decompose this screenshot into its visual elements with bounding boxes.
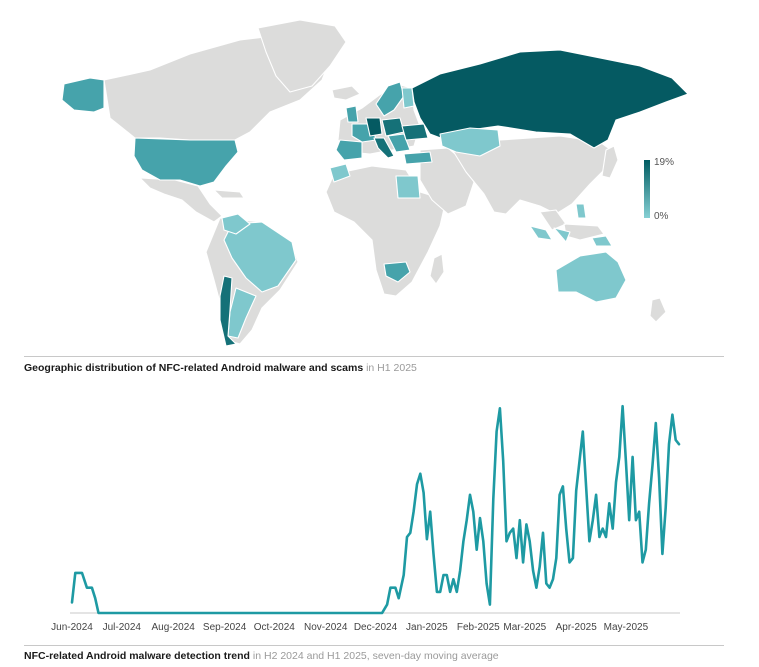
series-line-nfc-detections <box>70 404 681 615</box>
country-italy <box>373 137 395 159</box>
country-madagascar <box>429 253 445 285</box>
country-japan <box>601 145 619 179</box>
x-axis-tick-labels: Jun-2024 Jul-2024 Aug-2024 Sep-2024 Oct-2024… <box>51 622 648 633</box>
country-mexico-central-america <box>139 177 223 223</box>
country-colombia-venezuela <box>221 213 251 235</box>
colorbar-min-label: 0% <box>654 211 669 222</box>
colorbar-max-label: 19% <box>654 157 674 168</box>
colorbar <box>644 160 650 218</box>
x-tick-label-5: Nov-2024 <box>304 622 348 633</box>
trend-caption: NFC-related Android malware detection tr… <box>24 650 724 662</box>
country-usa <box>133 137 239 187</box>
country-kazakhstan <box>439 127 501 157</box>
x-tick-label-10: Apr-2025 <box>556 622 598 633</box>
country-uk <box>345 105 359 123</box>
country-philippines <box>575 203 587 219</box>
trend-caption-rule <box>24 645 724 646</box>
country-balkans <box>387 133 411 153</box>
country-australia <box>555 251 627 303</box>
map-caption-rule <box>24 356 724 357</box>
x-tick-label-4: Oct-2024 <box>254 622 296 633</box>
x-tick-label-2: Aug-2024 <box>152 622 196 633</box>
region-middle-east-base <box>419 147 475 215</box>
x-tick-label-3: Sep-2024 <box>203 622 247 633</box>
world-map: 19% 0% <box>61 19 689 347</box>
map-caption-title: Geographic distribution of NFC-related A… <box>24 362 364 374</box>
x-tick-label-7: Jan-2025 <box>406 622 448 633</box>
trend-line-chart: Jun-2024 Jul-2024 Aug-2024 Sep-2024 Oct-2024… <box>51 404 681 633</box>
trend-caption-title: NFC-related Android malware detection tr… <box>24 650 250 662</box>
country-finland <box>401 87 415 109</box>
country-alaska <box>61 77 105 113</box>
country-greenland <box>257 19 347 93</box>
country-south-africa <box>383 261 411 283</box>
x-tick-label-9: Mar-2025 <box>503 622 546 633</box>
country-new-zealand <box>649 297 667 323</box>
x-tick-label-0: Jun-2024 <box>51 622 93 633</box>
country-caribbean <box>213 189 245 199</box>
country-iceland <box>331 85 361 101</box>
map-caption-period: in H1 2025 <box>366 362 417 374</box>
x-tick-label-11: May-2025 <box>604 622 649 633</box>
x-tick-label-1: Jul-2024 <box>103 622 142 633</box>
country-brazil <box>223 221 297 293</box>
country-turkey <box>403 151 433 165</box>
map-caption: Geographic distribution of NFC-related A… <box>24 362 724 374</box>
country-ukraine <box>401 123 429 141</box>
country-germany <box>365 117 383 137</box>
trend-caption-period: in H2 2024 and H1 2025, seven-day moving… <box>252 650 499 662</box>
country-chile <box>219 275 237 347</box>
x-tick-label-6: Dec-2024 <box>354 622 398 633</box>
country-spain-portugal <box>335 139 363 161</box>
country-new-guinea <box>591 235 613 247</box>
country-indonesia <box>529 225 571 243</box>
x-tick-label-8: Feb-2025 <box>457 622 500 633</box>
country-morocco <box>329 163 351 183</box>
country-egypt <box>395 175 421 199</box>
